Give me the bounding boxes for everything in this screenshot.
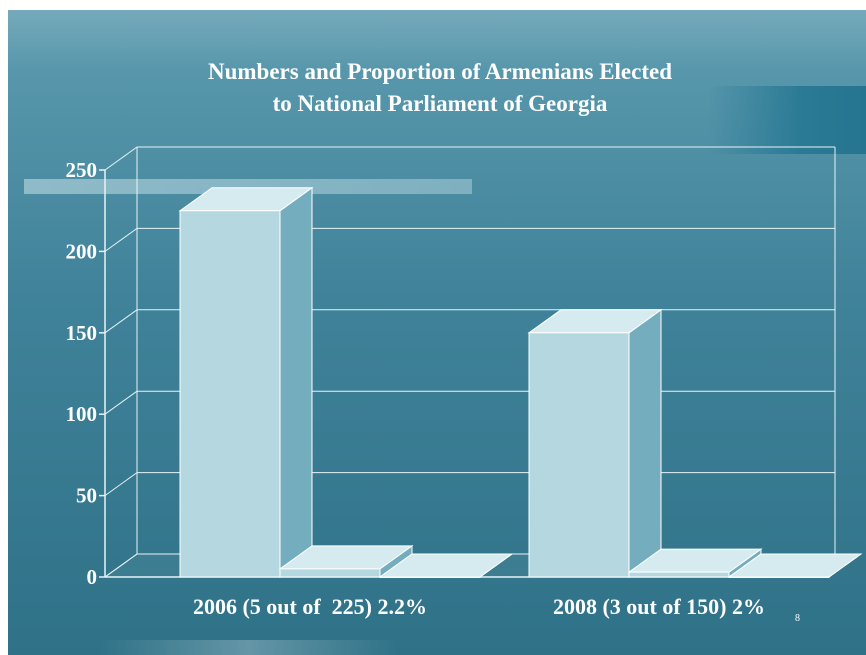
- y-tick-label-4: 200: [66, 239, 98, 263]
- decorative-band-top: [8, 10, 866, 70]
- slide-background: [8, 10, 866, 655]
- decorative-band-bottom: [98, 640, 398, 655]
- bar-1-2-front: [728, 576, 830, 578]
- chart-title-line-2: to National Parliament of Georgia: [272, 91, 608, 116]
- y-tick-label-3: 150: [66, 321, 98, 345]
- bar-0-2: [378, 553, 514, 578]
- gridline-side-5: [104, 146, 138, 171]
- gridline-side-4: [104, 227, 138, 252]
- bar-1-2: [727, 553, 863, 578]
- bar-0-0-front: [179, 210, 281, 578]
- y-tick-label-0: 0: [87, 565, 98, 589]
- bar-0-1-front: [279, 568, 381, 578]
- gridline-side-2: [104, 390, 138, 415]
- bar-1-0-front: [528, 332, 630, 578]
- y-tick-label-1: 50: [76, 484, 97, 508]
- y-tick-label-5: 250: [66, 158, 98, 182]
- x-tick-label-0: 2006 (5 out of 225) 2.2%: [193, 594, 427, 619]
- bar-1-0-side: [628, 308, 662, 578]
- bar-0-0-side: [279, 186, 313, 578]
- page-number: 8: [795, 613, 800, 624]
- bar-1-0: [527, 308, 663, 578]
- y-tick-label-2: 100: [66, 402, 98, 426]
- decorative-band-right: [708, 86, 866, 154]
- chart-bars: [178, 186, 863, 578]
- chart-title-line-1: Numbers and Proportion of Armenians Elec…: [207, 59, 673, 84]
- bar-0-2-front: [379, 576, 481, 578]
- bar-1-1-front: [628, 571, 730, 578]
- bar-0-0: [178, 186, 314, 578]
- gridline-side-3: [104, 309, 138, 334]
- y-axis-ticks: 0 50 100 150 200 250: [66, 158, 98, 589]
- bar-1-1: [627, 548, 763, 578]
- decorative-band-left: [24, 179, 472, 194]
- chart-title: Numbers and Proportion of Armenians Elec…: [150, 56, 730, 120]
- gridline-side-1: [104, 472, 138, 497]
- x-tick-label-1: 2008 (3 out of 150) 2%: [553, 594, 765, 619]
- x-axis-ticks: 2006 (5 out of 225) 2.2% 2008 (3 out of 1…: [193, 594, 765, 619]
